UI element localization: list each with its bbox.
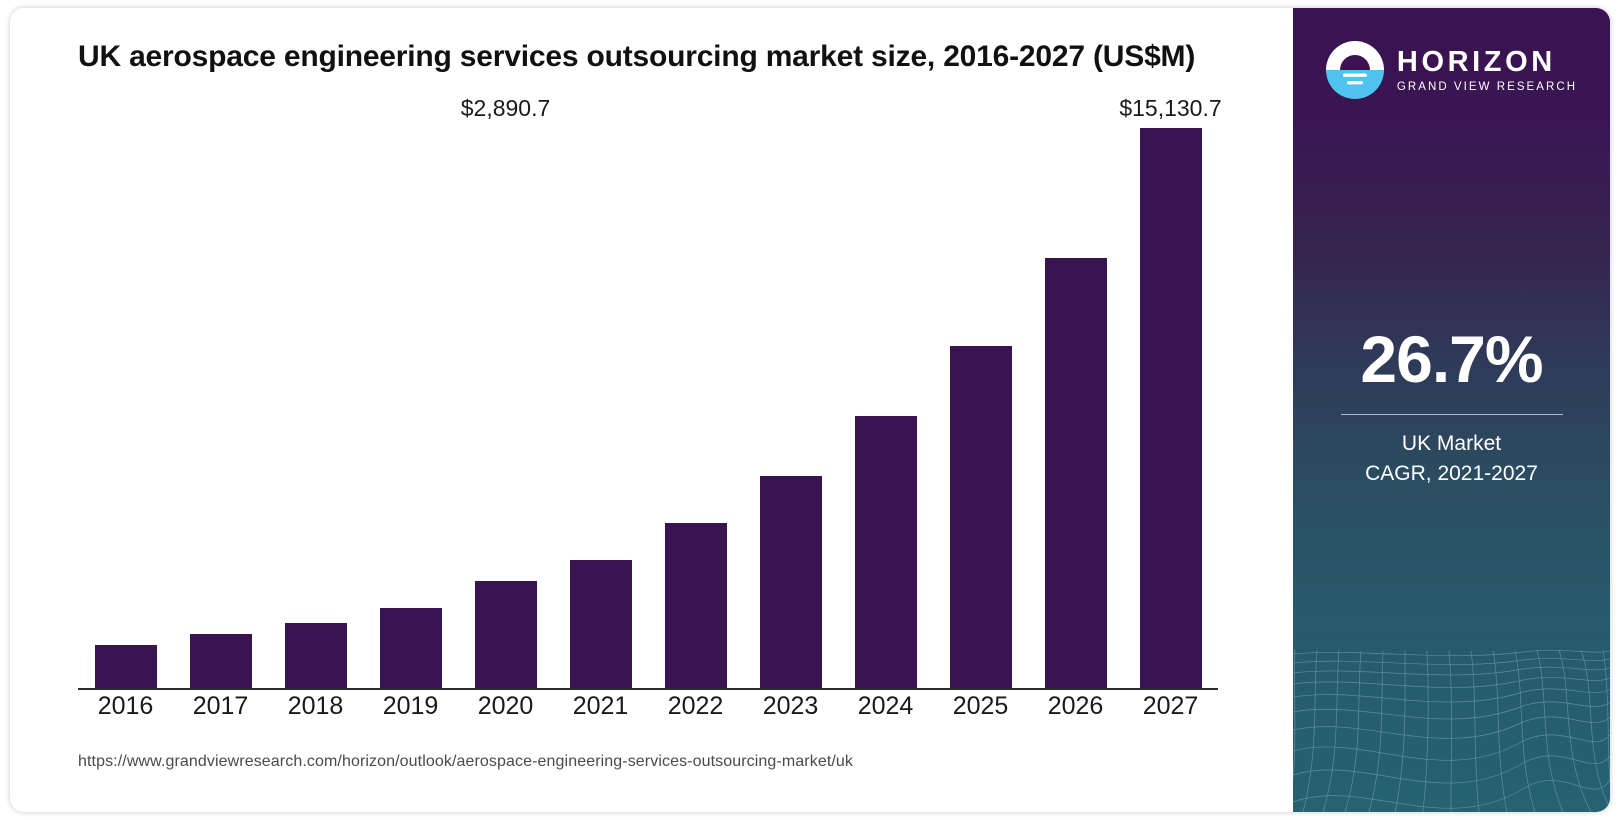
bar[interactable] — [379, 608, 442, 688]
bar-slot — [365, 128, 457, 688]
bar-slot: $2,890.7 — [460, 95, 552, 688]
brand-logo-text: HORIZON GRAND VIEW RESEARCH — [1396, 45, 1578, 94]
bar-slot — [80, 128, 172, 688]
source-url[interactable]: https://www.grandviewresearch.com/horizo… — [78, 753, 854, 770]
bar[interactable] — [949, 346, 1012, 688]
bar[interactable] — [284, 622, 347, 688]
wireframe-mesh-decoration — [1293, 649, 1610, 812]
brand-name: HORIZON — [1396, 45, 1556, 78]
page-title: UK aerospace engineering services outsou… — [78, 40, 1196, 73]
x-axis-tick-labels: 2016 2017 2018 2019 2020 2021 2022 2023 2024 2025… — [78, 692, 1218, 734]
bar[interactable] — [1044, 257, 1107, 688]
x-tick-2019: 2019 — [382, 692, 439, 720]
x-tick-2024: 2024 — [857, 692, 914, 720]
cagr-description: UK Market CAGR, 2021-2027 — [1293, 429, 1610, 490]
x-tick-2021: 2021 — [572, 692, 629, 720]
divider — [1340, 414, 1563, 415]
x-tick-2025: 2025 — [952, 692, 1009, 720]
cagr-market-label: UK Market — [1401, 432, 1502, 455]
brand-tagline: GRAND VIEW RESEARCH — [1396, 81, 1578, 94]
bar[interactable] — [189, 633, 252, 688]
plot-area: $2,890.7 $15,130.7 — [78, 95, 1222, 690]
bar-slot: $15,130.7 — [1119, 95, 1222, 688]
x-tick-2022: 2022 — [667, 692, 724, 720]
chart-card: UK aerospace engineering services outsou… — [10, 8, 1610, 812]
bar[interactable] — [759, 476, 822, 688]
bar-slot — [1030, 128, 1122, 688]
x-axis-line — [78, 688, 1218, 690]
bar-slot — [745, 128, 837, 688]
horizon-sun-icon — [1325, 41, 1384, 99]
bar-series: $2,890.7 $15,130.7 — [78, 95, 1222, 688]
brand-logo: HORIZON GRAND VIEW RESEARCH — [1293, 34, 1610, 106]
side-panel: HORIZON GRAND VIEW RESEARCH 26.7% UK Mar… — [1293, 8, 1610, 812]
x-tick-2017: 2017 — [192, 692, 249, 720]
chart-panel: UK aerospace engineering services outsou… — [10, 8, 1293, 812]
x-tick-2026: 2026 — [1047, 692, 1104, 720]
bar[interactable] — [664, 522, 727, 688]
bar-slot — [935, 128, 1027, 688]
cagr-value: 26.7% — [1360, 322, 1543, 396]
bar-slot — [555, 128, 647, 688]
cagr-block: 26.7% UK Market CAGR, 2021-2027 — [1293, 326, 1610, 490]
x-tick-2027: 2027 — [1142, 692, 1199, 720]
bar[interactable] — [94, 645, 157, 688]
bar-slot — [175, 128, 267, 688]
bar-value-label: $15,130.7 — [1119, 95, 1222, 121]
x-tick-2016: 2016 — [97, 692, 154, 720]
bar-slot — [840, 128, 932, 688]
bar[interactable] — [569, 559, 632, 688]
x-tick-2023: 2023 — [762, 692, 819, 720]
bar[interactable] — [854, 416, 917, 688]
bar-slot — [270, 128, 362, 688]
cagr-period-label: CAGR, 2021-2027 — [1365, 462, 1538, 486]
x-tick-2020: 2020 — [477, 692, 534, 720]
bar-slot — [650, 128, 742, 688]
bar[interactable]: $2,890.7 — [461, 95, 550, 688]
bar[interactable]: $15,130.7 — [1119, 95, 1222, 688]
x-tick-2018: 2018 — [287, 692, 344, 720]
bar-value-label: $2,890.7 — [460, 95, 551, 121]
